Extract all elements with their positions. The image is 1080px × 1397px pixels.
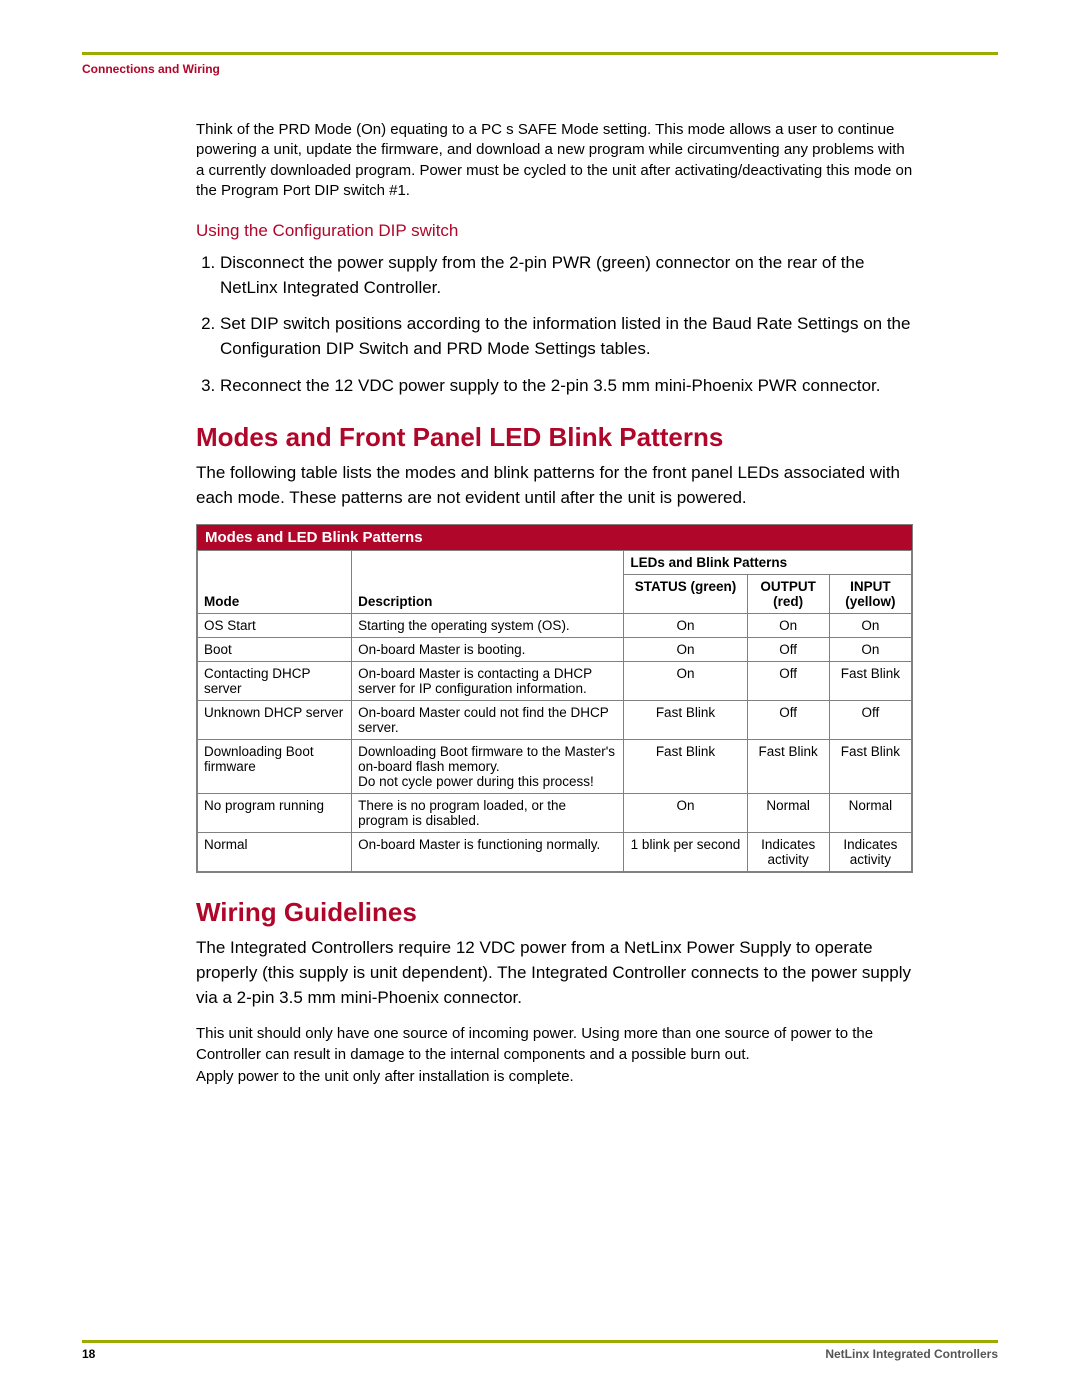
wiring-note-2: Apply power to the unit only after insta… xyxy=(196,1067,916,1087)
table-row: Contacting DHCP server On-board Master i… xyxy=(198,662,912,701)
footer-rule xyxy=(82,1340,998,1343)
cell-input: Off xyxy=(829,701,911,740)
table-row: Normal On-board Master is functioning no… xyxy=(198,833,912,872)
cell-status: On xyxy=(624,794,747,833)
led-table: Mode Description LEDs and Blink Patterns… xyxy=(197,550,912,872)
cell-mode: Downloading Boot firmware xyxy=(198,740,352,794)
col-status-header: STATUS (green) xyxy=(624,575,747,614)
cell-mode: Boot xyxy=(198,638,352,662)
cell-input: On xyxy=(829,614,911,638)
cell-output: Off xyxy=(747,662,829,701)
cell-status: On xyxy=(624,662,747,701)
cell-mode: No program running xyxy=(198,794,352,833)
table-row: Unknown DHCP server On-board Master coul… xyxy=(198,701,912,740)
wiring-note-1: This unit should only have one source of… xyxy=(196,1024,916,1065)
step-3: Reconnect the 12 VDC power supply to the… xyxy=(220,374,916,399)
cell-output: Off xyxy=(747,701,829,740)
led-table-body: OS Start Starting the operating system (… xyxy=(198,614,912,872)
step-text: Set DIP switch positions according to th… xyxy=(220,314,910,358)
content-area: Think of the PRD Mode (On) equating to a… xyxy=(196,120,916,1087)
cell-output: On xyxy=(747,614,829,638)
cell-status: Fast Blink xyxy=(624,701,747,740)
wiring-section-heading: Wiring Guidelines xyxy=(196,897,916,928)
table-row: Downloading Boot firmware Downloading Bo… xyxy=(198,740,912,794)
cell-input: Normal xyxy=(829,794,911,833)
cell-desc: On-board Master is functioning normally. xyxy=(352,833,624,872)
led-table-title: Modes and LED Blink Patterns xyxy=(197,525,912,550)
cell-mode: OS Start xyxy=(198,614,352,638)
footer-doc-title: NetLinx Integrated Controllers xyxy=(825,1347,998,1361)
cell-output: Indicates activity xyxy=(747,833,829,872)
cell-output: Fast Blink xyxy=(747,740,829,794)
led-section-lead: The following table lists the modes and … xyxy=(196,461,916,510)
col-output-header: OUTPUT (red) xyxy=(747,575,829,614)
cell-mode: Unknown DHCP server xyxy=(198,701,352,740)
table-header-row-group: Mode Description LEDs and Blink Patterns xyxy=(198,551,912,575)
cell-desc: On-board Master is contacting a DHCP ser… xyxy=(352,662,624,701)
cell-output: Normal xyxy=(747,794,829,833)
cell-mode: Contacting DHCP server xyxy=(198,662,352,701)
cell-desc: On-board Master is booting. xyxy=(352,638,624,662)
cell-output: Off xyxy=(747,638,829,662)
wiring-lead: The Integrated Controllers require 12 VD… xyxy=(196,936,916,1010)
cell-desc: Downloading Boot firmware to the Master'… xyxy=(352,740,624,794)
cell-status: 1 blink per second xyxy=(624,833,747,872)
cell-desc: Starting the operating system (OS). xyxy=(352,614,624,638)
step-text: Disconnect the power supply from the 2-p… xyxy=(220,253,864,297)
table-row: OS Start Starting the operating system (… xyxy=(198,614,912,638)
intro-paragraph: Think of the PRD Mode (On) equating to a… xyxy=(196,120,916,201)
breadcrumb: Connections and Wiring xyxy=(82,62,220,76)
col-group-header: LEDs and Blink Patterns xyxy=(624,551,912,575)
cell-mode: Normal xyxy=(198,833,352,872)
col-description-header: Description xyxy=(352,551,624,614)
cell-status: On xyxy=(624,614,747,638)
dip-switch-subheading: Using the Configuration DIP switch xyxy=(196,221,916,241)
cell-input: Fast Blink xyxy=(829,740,911,794)
led-section-heading: Modes and Front Panel LED Blink Patterns xyxy=(196,422,916,453)
cell-status: Fast Blink xyxy=(624,740,747,794)
cell-input: Indicates activity xyxy=(829,833,911,872)
cell-input: Fast Blink xyxy=(829,662,911,701)
cell-status: On xyxy=(624,638,747,662)
page: Connections and Wiring Think of the PRD … xyxy=(0,0,1080,1397)
table-row: No program running There is no program l… xyxy=(198,794,912,833)
led-table-wrap: Modes and LED Blink Patterns Mode Descri… xyxy=(196,524,913,873)
footer-page-number: 18 xyxy=(82,1347,95,1361)
cell-desc: On-board Master could not find the DHCP … xyxy=(352,701,624,740)
col-input-header: INPUT (yellow) xyxy=(829,575,911,614)
cell-input: On xyxy=(829,638,911,662)
col-mode-header: Mode xyxy=(198,551,352,614)
table-row: Boot On-board Master is booting. On Off … xyxy=(198,638,912,662)
dip-switch-steps: Disconnect the power supply from the 2-p… xyxy=(196,251,916,398)
cell-desc: There is no program loaded, or the progr… xyxy=(352,794,624,833)
step-text: Reconnect the 12 VDC power supply to the… xyxy=(220,376,881,395)
top-rule xyxy=(82,52,998,55)
step-1: Disconnect the power supply from the 2-p… xyxy=(220,251,916,300)
step-2: Set DIP switch positions according to th… xyxy=(220,312,916,361)
